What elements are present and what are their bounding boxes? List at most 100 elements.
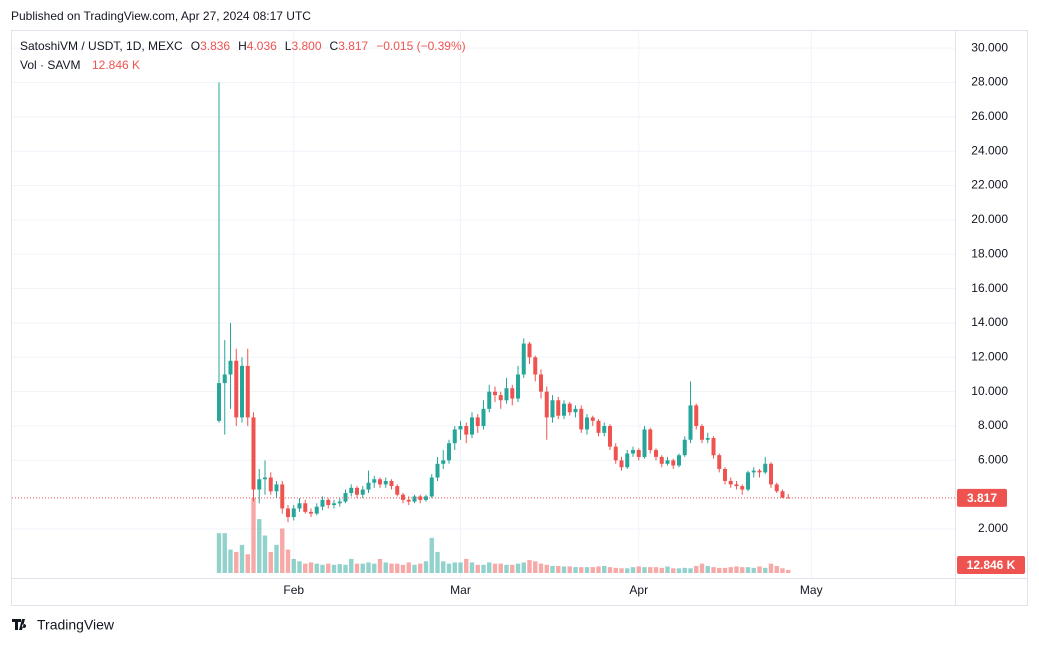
candle-body xyxy=(527,343,532,358)
candle-body xyxy=(746,472,750,490)
candle-body xyxy=(234,360,239,418)
volume-value: 12.846 K xyxy=(92,58,140,72)
candle-body xyxy=(481,408,486,427)
candle-body xyxy=(447,443,451,461)
candles xyxy=(217,82,791,523)
candle-body xyxy=(383,480,388,485)
field-value: 3.817 xyxy=(338,39,368,53)
candle-body xyxy=(366,482,371,490)
y-tick-label: 22.000 xyxy=(971,178,1008,192)
y-tick-label: 10.000 xyxy=(971,384,1008,398)
volume-bar xyxy=(699,563,705,573)
volume-bar xyxy=(763,567,768,573)
volume-bar xyxy=(291,558,296,573)
candle-body xyxy=(349,487,354,493)
y-tick-label: 16.000 xyxy=(971,281,1008,295)
field-label: O xyxy=(191,39,200,53)
candle-body xyxy=(585,417,589,430)
candle-body xyxy=(613,446,618,461)
volume-bar xyxy=(274,544,279,573)
candle-body xyxy=(464,426,469,435)
y-tick-label: 8.000 xyxy=(978,418,1008,432)
candle-body xyxy=(372,479,377,483)
volume-bar xyxy=(222,533,227,573)
candle-body xyxy=(297,503,302,509)
candle-body xyxy=(257,479,262,490)
y-tick-label: 30.000 xyxy=(971,40,1008,54)
candle-body xyxy=(602,426,607,433)
field-label: L xyxy=(285,39,292,53)
x-tick-label: Feb xyxy=(283,583,304,597)
volume-bar xyxy=(418,563,423,573)
candle-body xyxy=(378,479,382,485)
candle-body xyxy=(642,429,647,457)
candle-body xyxy=(320,499,325,507)
volume-bar xyxy=(383,562,388,573)
candle-body xyxy=(521,343,526,375)
candle-body xyxy=(245,365,250,418)
volume-bar xyxy=(590,567,595,573)
candle-body xyxy=(452,429,457,444)
candle-body xyxy=(723,468,727,481)
candle-body xyxy=(360,489,365,495)
candle-body xyxy=(355,487,359,495)
candle-body xyxy=(636,450,641,457)
volume-bar xyxy=(717,567,722,573)
volume-bar xyxy=(245,554,250,573)
candle-body xyxy=(562,403,566,416)
volume-bar xyxy=(504,564,509,573)
volume-bar xyxy=(757,566,762,573)
candle-body xyxy=(441,460,446,464)
volume-bar xyxy=(389,563,394,573)
ohlc-fields: O 3.836 H 4.036 L 3.800 C 3.817 −0.015 (−0.39%) xyxy=(191,39,466,53)
volume-bar xyxy=(366,562,371,573)
volume-bar xyxy=(303,563,308,573)
candle-body xyxy=(389,480,394,487)
volume-bar xyxy=(262,535,268,573)
candle-body xyxy=(291,508,296,518)
volume-bar xyxy=(682,567,687,573)
last-volume-tag xyxy=(957,556,1025,574)
candle-body xyxy=(343,492,348,502)
field-value: 3.836 xyxy=(200,39,230,53)
candle-body xyxy=(659,456,664,464)
candle-body xyxy=(780,491,785,498)
x-tick-label: May xyxy=(800,583,823,597)
candle-body xyxy=(303,503,308,512)
last-price-tag xyxy=(957,488,1007,507)
volume-bar xyxy=(653,567,659,573)
candle-body xyxy=(412,496,417,502)
y-tick-label: 18.000 xyxy=(971,246,1008,260)
candle-body xyxy=(682,439,687,456)
volume-bar xyxy=(676,568,682,573)
volume-bar xyxy=(280,528,285,573)
chart-frame xyxy=(11,30,1028,606)
volume-bar xyxy=(326,563,331,573)
candle-body xyxy=(596,420,601,433)
candle-body xyxy=(504,388,509,401)
candle-body xyxy=(769,463,773,485)
candle-body xyxy=(556,400,561,416)
volume-bar xyxy=(446,563,452,573)
candle-body xyxy=(435,463,440,478)
symbol: SatoshiVM / USDT, 1D, MEXC xyxy=(20,39,183,53)
volume-bar xyxy=(360,563,365,573)
volume-bar xyxy=(354,563,360,573)
candle-body xyxy=(608,426,612,447)
volume-bar xyxy=(475,564,480,573)
candle-body xyxy=(774,484,779,492)
volume-bar xyxy=(234,551,239,573)
candle-body xyxy=(705,438,710,440)
volume-bar xyxy=(308,562,314,573)
change: −0.015 (−0.39%) xyxy=(376,39,465,53)
volume-bar xyxy=(492,563,498,573)
candle-body xyxy=(280,484,285,509)
candle-body xyxy=(406,499,411,502)
candle-body xyxy=(228,360,233,375)
candle-body xyxy=(786,497,791,499)
field-value: 3.800 xyxy=(291,39,321,53)
volume-bar xyxy=(464,558,469,573)
candle-body xyxy=(251,417,256,490)
volume-bar xyxy=(745,567,751,573)
volume-bar xyxy=(423,561,429,573)
